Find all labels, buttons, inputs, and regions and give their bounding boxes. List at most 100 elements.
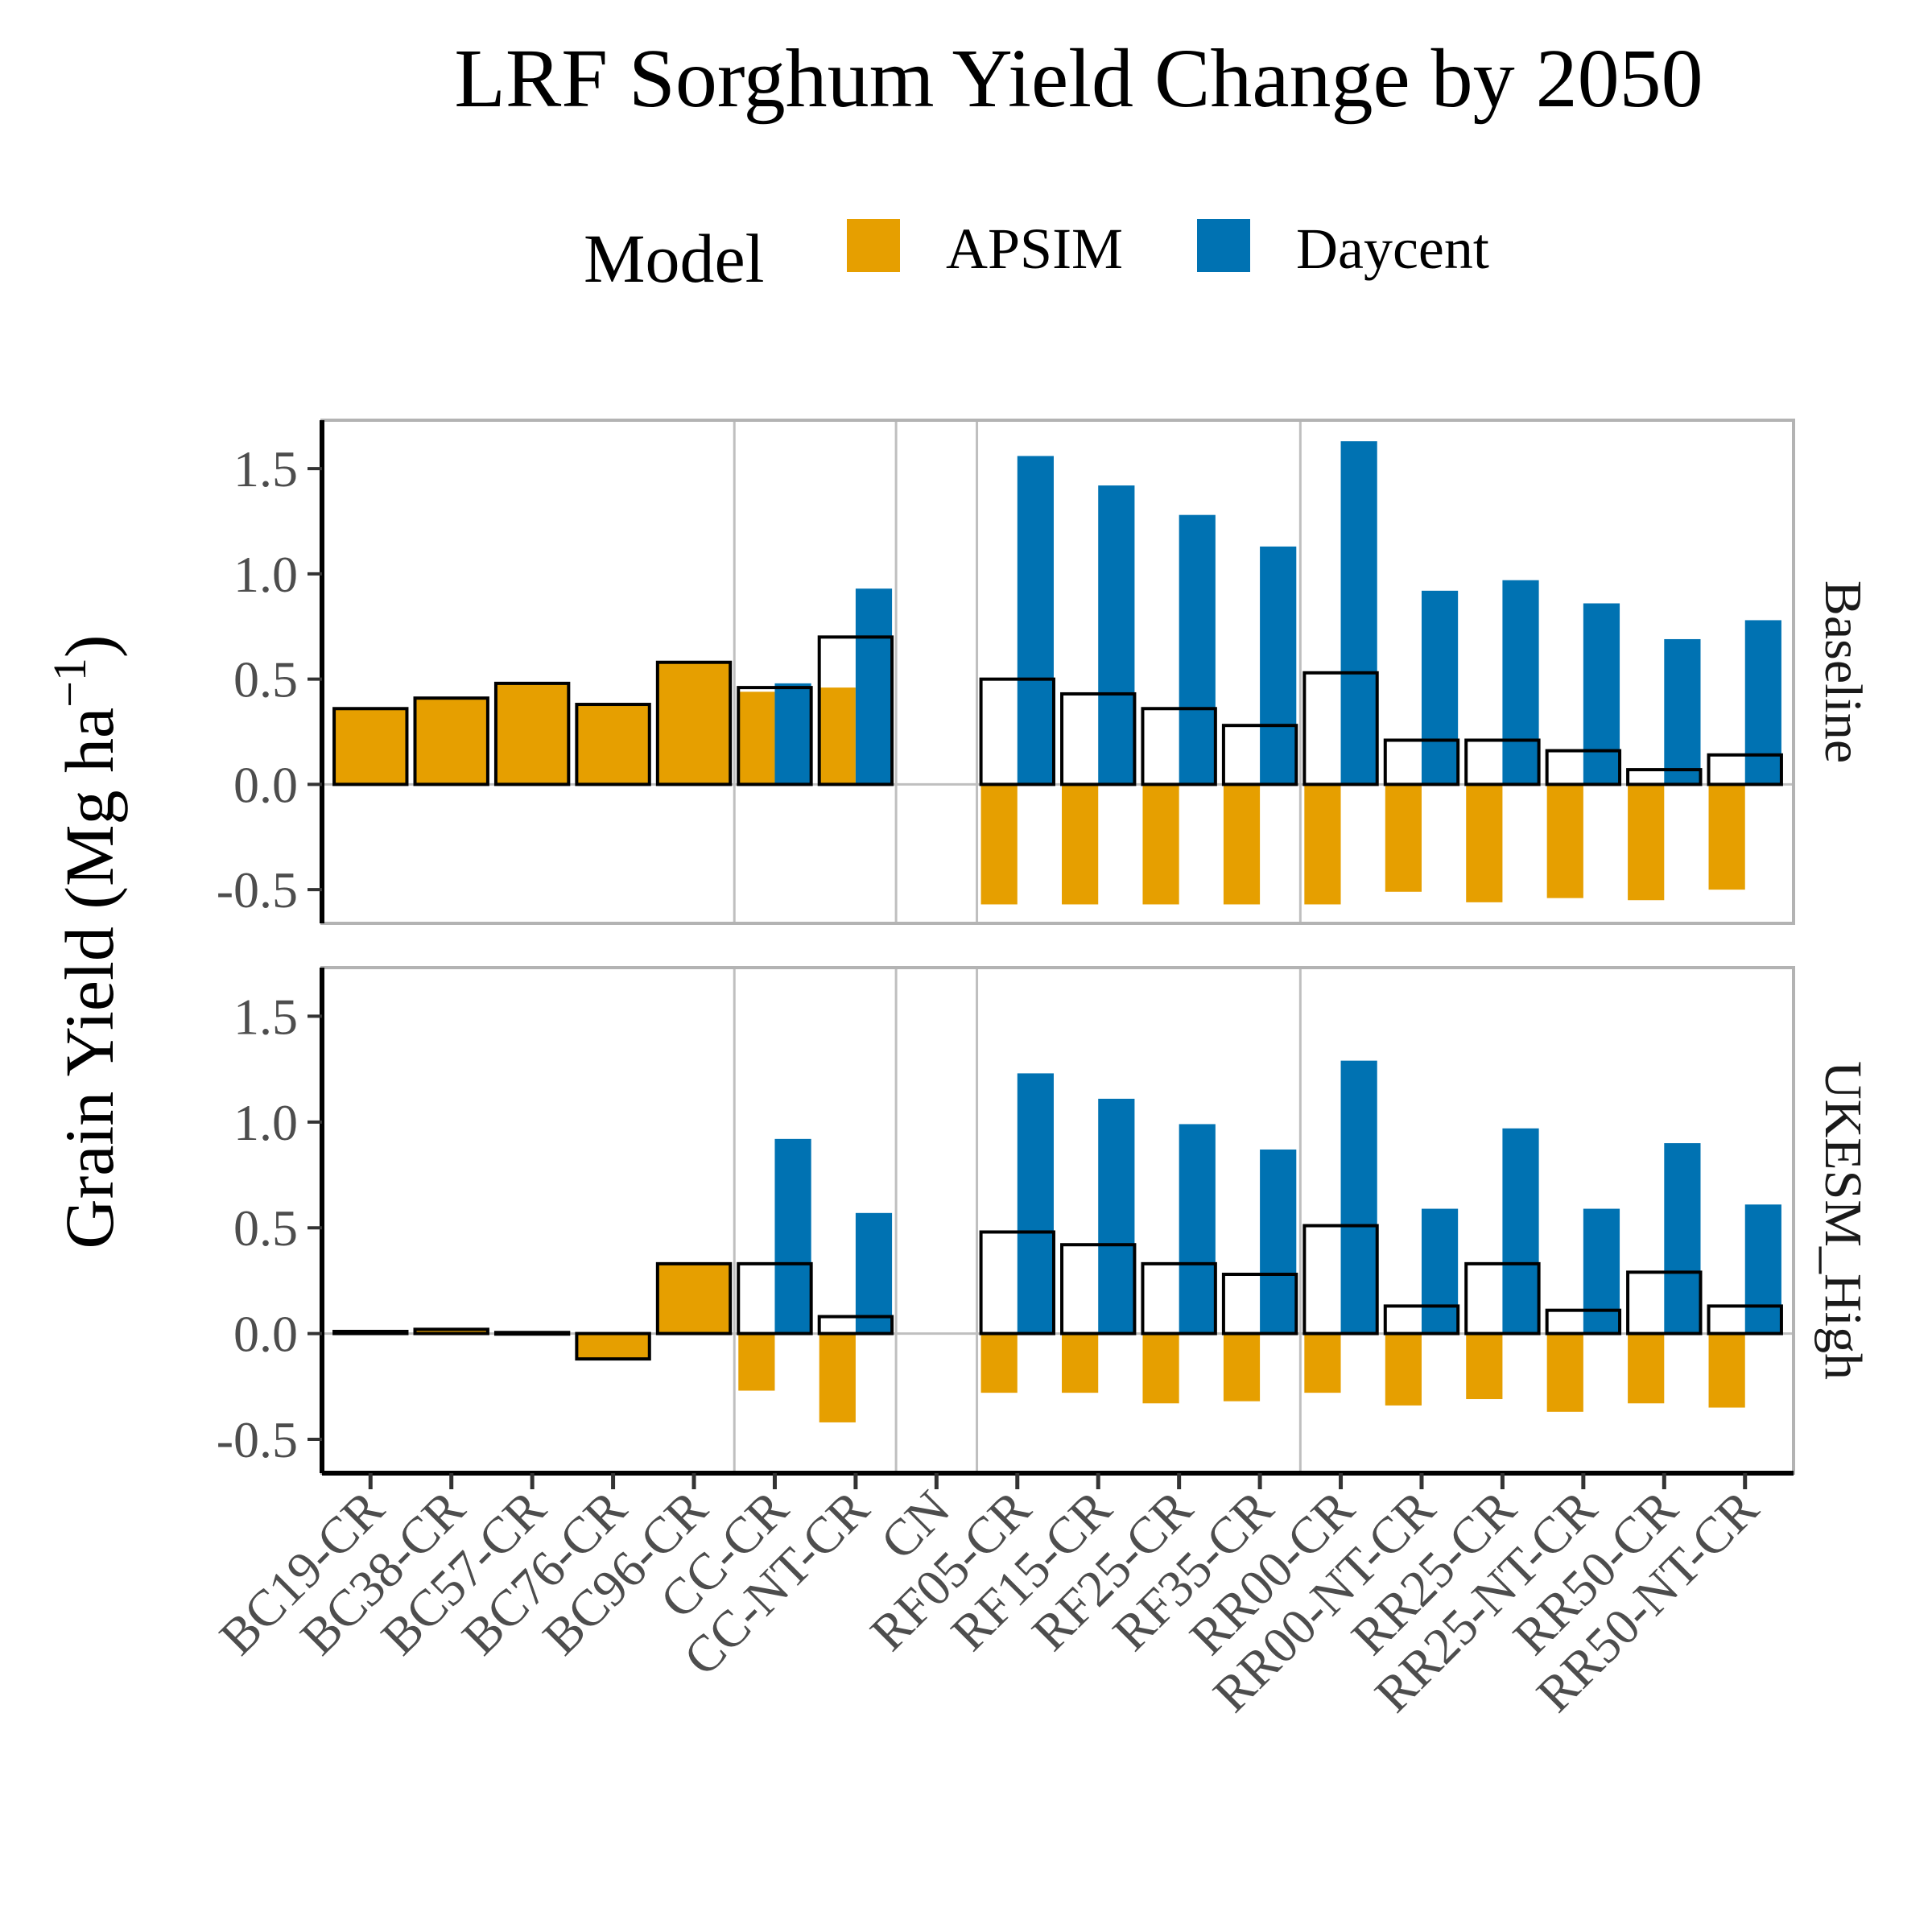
- panel-baseline: -0.5 0.0 0.5 1.0 1.5 Baseline: [217, 419, 1872, 925]
- bar-daycent: [1583, 603, 1620, 785]
- bar-daycent: [1664, 1143, 1701, 1334]
- bar-apsim: [738, 1333, 775, 1391]
- y-axis-label-close: ): [51, 634, 128, 658]
- y-axis-label-exponent: −1: [43, 658, 96, 708]
- bar-daycent: [1421, 590, 1459, 785]
- bar-mean-outline: [1545, 749, 1622, 786]
- bar-daycent: [1017, 1073, 1054, 1334]
- bar-apsim: [1466, 784, 1503, 902]
- bar-mean-outline: [817, 635, 894, 786]
- bar-daycent: [1340, 441, 1377, 785]
- bar-apsim: [1385, 784, 1422, 892]
- bar-mean-outline: [737, 1261, 813, 1335]
- bar-daycent: [1744, 1204, 1781, 1334]
- bar-mean-outline: [1626, 768, 1703, 786]
- bar-apsim: [1142, 784, 1179, 905]
- bar-mean-outline: [575, 703, 651, 786]
- y-tick-label: 0.5: [233, 651, 298, 708]
- bar-daycent: [1583, 1208, 1620, 1334]
- bar-mean-outline: [1383, 738, 1460, 786]
- y-tick-label: 0.0: [233, 756, 298, 813]
- bar-mean-outline: [979, 1230, 1055, 1335]
- bar-apsim: [980, 1333, 1018, 1393]
- bar-mean-outline: [1141, 707, 1217, 786]
- bar-daycent: [1098, 1098, 1135, 1334]
- bar-mean-outline: [1707, 753, 1783, 786]
- bar-apsim: [1628, 784, 1665, 901]
- bar-mean-outline: [1302, 671, 1379, 786]
- bar-daycent: [1179, 514, 1216, 785]
- y-tick-label: -0.5: [217, 861, 298, 919]
- bar-apsim: [1628, 1333, 1665, 1404]
- y-tick-label: -0.5: [217, 1411, 298, 1468]
- y-axis-label-main: Grain Yield (Mg ha: [51, 708, 128, 1249]
- bar-mean-outline: [1626, 1270, 1703, 1335]
- legend-label-daycent: Daycent: [1296, 217, 1489, 281]
- bar-apsim: [1062, 784, 1099, 905]
- bar-apsim: [1304, 784, 1341, 905]
- bar-daycent: [1421, 1208, 1459, 1334]
- bar-mean-outline: [817, 1315, 894, 1335]
- bar-apsim: [1142, 1333, 1179, 1404]
- bar-apsim: [1223, 784, 1261, 905]
- bar-mean-outline: [413, 1327, 489, 1335]
- bar-daycent: [1502, 580, 1539, 785]
- bar-mean-outline: [737, 686, 813, 786]
- bar-mean-outline: [1464, 1261, 1541, 1335]
- legend-swatch-apsim: [847, 219, 900, 272]
- bar-mean-outline: [1545, 1308, 1622, 1335]
- bar-mean-outline: [655, 1261, 733, 1335]
- bar-apsim: [1304, 1333, 1341, 1393]
- y-tick-label: 1.0: [233, 1094, 298, 1151]
- bar-mean-outline: [655, 660, 733, 786]
- bar-daycent: [1664, 638, 1701, 785]
- panels: -0.5 0.0 0.5 1.0 1.5 Baseline -0.5 0.0 0.5 1.0 1.5…: [208, 419, 1872, 1723]
- bar-apsim: [1546, 1333, 1583, 1412]
- bar-apsim: [1062, 1333, 1099, 1393]
- bar-apsim: [1708, 1333, 1745, 1408]
- y-tick-label: 1.5: [233, 440, 298, 497]
- bar-mean-outline: [332, 707, 409, 786]
- y-axis-label: Grain Yield (Mg ha−1): [43, 634, 128, 1249]
- bar-mean-outline: [1707, 1304, 1783, 1335]
- bar-mean-outline: [979, 677, 1055, 786]
- y-tick-label: 1.5: [233, 988, 298, 1045]
- legend-swatch-daycent: [1197, 219, 1250, 272]
- bar-daycent: [1502, 1128, 1539, 1334]
- bar-daycent: [855, 1212, 893, 1334]
- bar-daycent: [1340, 1060, 1377, 1334]
- bar-daycent: [1260, 546, 1297, 785]
- bar-mean-outline: [1060, 691, 1137, 786]
- bar-mean-outline: [1221, 724, 1298, 786]
- bar-mean-outline: [1221, 1273, 1298, 1335]
- bar-daycent: [1179, 1124, 1216, 1334]
- y-tick-label: 0.5: [233, 1199, 298, 1257]
- bar-mean-outline: [1060, 1243, 1137, 1335]
- legend-label-apsim: APSIM: [946, 217, 1123, 281]
- bar-mean-outline: [1464, 738, 1541, 786]
- bar-daycent: [855, 588, 893, 785]
- bar-apsim: [980, 784, 1018, 905]
- chart-title: LRF Sorghum Yield Change by 2050: [454, 32, 1703, 125]
- bar-apsim: [1546, 784, 1583, 898]
- y-tick-label: 0.0: [233, 1306, 298, 1363]
- y-tick-label: 1.0: [233, 546, 298, 603]
- bar-daycent: [1744, 620, 1781, 785]
- bar-mean-outline: [493, 1331, 571, 1336]
- panel-ukesm-high: -0.5 0.0 0.5 1.0 1.5 UKESM_High: [217, 966, 1872, 1475]
- bar-apsim: [1466, 1333, 1503, 1400]
- bar-mean-outline: [1302, 1224, 1379, 1335]
- bar-apsim: [1708, 784, 1745, 890]
- legend: Model APSIM Daycent: [584, 217, 1489, 297]
- legend-title: Model: [584, 220, 765, 297]
- bar-daycent: [1017, 456, 1054, 785]
- bar-mean-outline: [575, 1331, 651, 1361]
- bar-mean-outline: [1141, 1261, 1217, 1335]
- bar-apsim: [819, 1333, 856, 1422]
- facet-label: Baseline: [1814, 580, 1872, 763]
- bar-apsim: [819, 687, 856, 785]
- bar-daycent: [1098, 485, 1135, 785]
- bar-daycent: [774, 1138, 811, 1334]
- facet-label: UKESM_High: [1814, 1061, 1872, 1380]
